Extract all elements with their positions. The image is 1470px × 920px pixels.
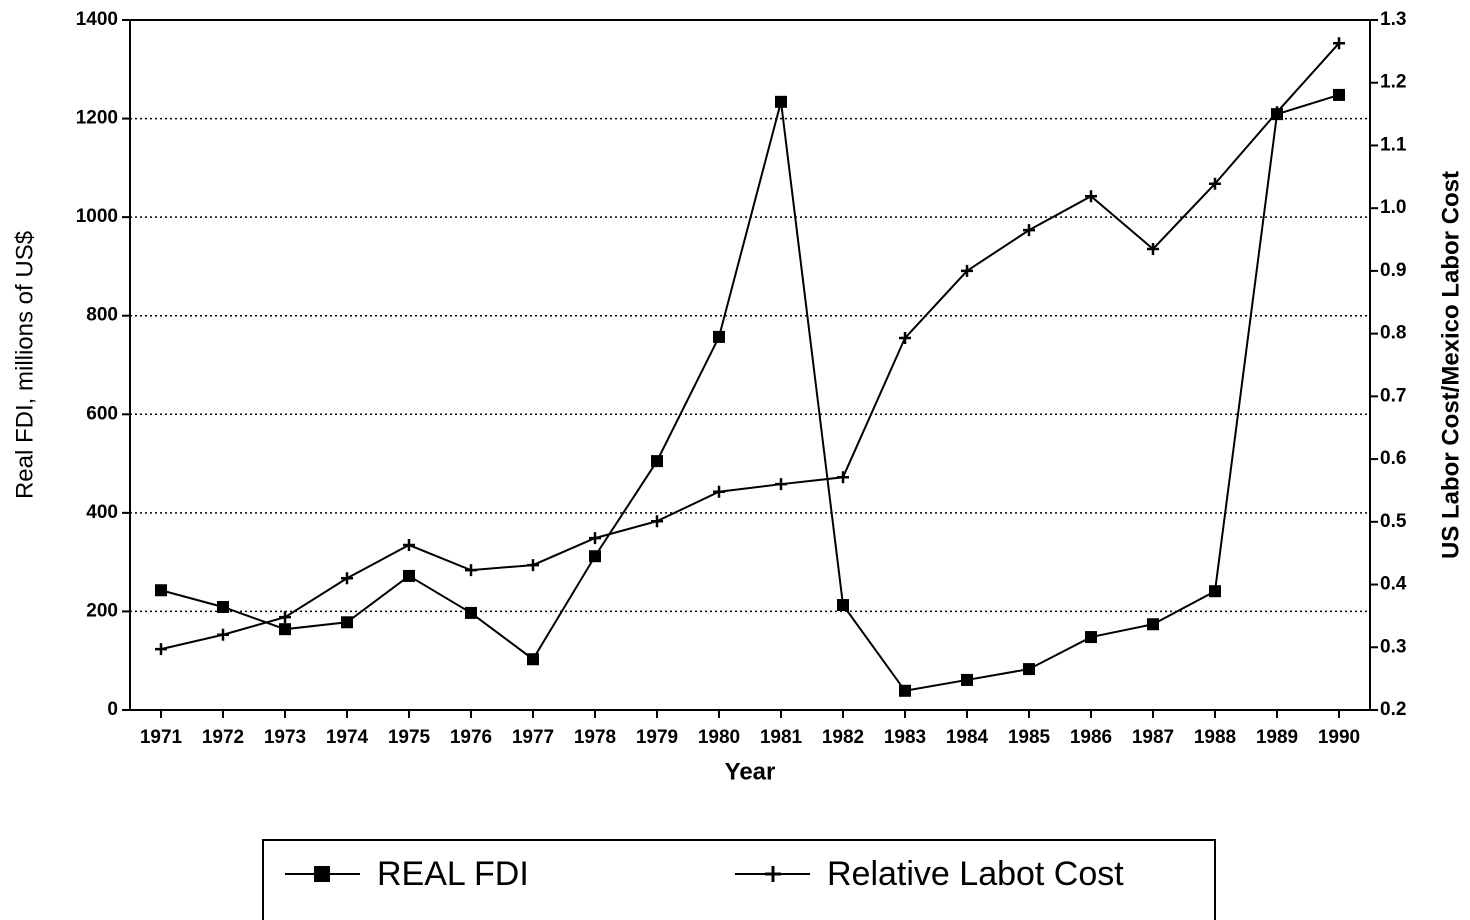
marker [465, 606, 477, 619]
marker [279, 611, 291, 624]
legend-label: Relative Labot Cost [827, 855, 1124, 893]
marker [961, 264, 973, 277]
marker [1085, 190, 1097, 203]
y2-tick-label: 0.5 [1380, 511, 1407, 532]
marker [341, 572, 353, 585]
legend-marker [765, 866, 781, 882]
y2-tick-label: 0.2 [1380, 699, 1406, 720]
y2-tick-label: 0.6 [1380, 448, 1406, 469]
marker [775, 478, 787, 491]
marker [527, 559, 539, 572]
marker [403, 569, 415, 582]
x-tick-label: 1988 [1194, 727, 1236, 748]
marker [341, 616, 353, 629]
marker [651, 455, 663, 468]
marker [1023, 663, 1035, 676]
marker [403, 539, 415, 552]
x-tick-label: 1974 [326, 727, 369, 748]
x-axis-label: Year [725, 758, 776, 785]
marker [713, 330, 725, 343]
series-line [160, 93, 1340, 692]
x-tick-label: 1987 [1132, 727, 1174, 748]
marker [465, 564, 477, 577]
y2-tick-label: 0.8 [1380, 323, 1406, 344]
y-tick-label: 1400 [76, 9, 118, 30]
x-tick-label: 1980 [698, 727, 740, 748]
y-axis-label: Real FDI, millions of US$ [11, 231, 38, 499]
marker [1271, 106, 1283, 119]
marker [527, 653, 539, 666]
x-tick-label: 1989 [1256, 727, 1298, 748]
marker [217, 628, 229, 641]
x-tick-label: 1981 [760, 727, 803, 748]
x-tick-label: 1971 [140, 727, 183, 748]
x-tick-label: 1990 [1318, 727, 1360, 748]
marker [155, 643, 167, 656]
marker [155, 584, 167, 597]
x-tick-label: 1983 [884, 727, 926, 748]
legend-marker [314, 866, 330, 882]
marker [589, 550, 601, 563]
y2-tick-label: 0.9 [1380, 260, 1406, 281]
x-tick-label: 1979 [636, 727, 678, 748]
marker [1085, 631, 1097, 644]
marker [1209, 585, 1221, 598]
x-tick-label: 1973 [264, 727, 306, 748]
marker [1333, 37, 1345, 50]
x-tick-label: 1972 [202, 727, 244, 748]
marker [651, 515, 663, 528]
marker [1209, 177, 1221, 190]
marker [279, 623, 291, 636]
y-tick-label: 0 [107, 699, 118, 720]
x-tick-label: 1975 [388, 727, 431, 748]
marker [961, 673, 973, 686]
marker [713, 485, 725, 498]
y-tick-label: 800 [86, 305, 118, 326]
y2-tick-label: 1.2 [1380, 72, 1406, 93]
y2-tick-label: 0.4 [1380, 574, 1407, 595]
x-tick-label: 1984 [946, 727, 989, 748]
x-tick-label: 1986 [1070, 727, 1112, 748]
marker [1023, 224, 1035, 237]
x-tick-label: 1976 [450, 727, 492, 748]
marker [1333, 88, 1345, 101]
legend-label: REAL FDI [377, 855, 529, 893]
marker [775, 95, 787, 108]
legend-box [262, 839, 1216, 920]
marker [899, 684, 911, 697]
marker [899, 332, 911, 345]
y2-tick-label: 0.3 [1380, 636, 1406, 657]
y-tick-label: 1000 [76, 206, 118, 227]
marker [837, 599, 849, 612]
y2-axis-label: US Labor Cost/Mexico Labor Cost [1437, 171, 1464, 559]
x-tick-label: 1985 [1008, 727, 1051, 748]
y2-tick-label: 1.1 [1380, 134, 1407, 155]
plot-frame [129, 19, 1371, 711]
marker [1147, 618, 1159, 631]
x-tick-label: 1982 [822, 727, 864, 748]
marker [837, 471, 849, 484]
y-tick-label: 200 [86, 600, 118, 621]
marker [589, 532, 601, 545]
series-line [160, 42, 1340, 651]
y2-tick-label: 1.0 [1380, 197, 1406, 218]
marker [217, 600, 229, 613]
y-tick-label: 400 [86, 502, 118, 523]
marker [1147, 242, 1159, 255]
x-tick-label: 1978 [574, 727, 616, 748]
y2-tick-label: 0.7 [1380, 385, 1406, 406]
x-tick-label: 1977 [512, 727, 554, 748]
y-tick-label: 600 [86, 403, 118, 424]
y-tick-label: 1200 [76, 108, 118, 129]
y2-tick-label: 1.3 [1380, 9, 1406, 30]
